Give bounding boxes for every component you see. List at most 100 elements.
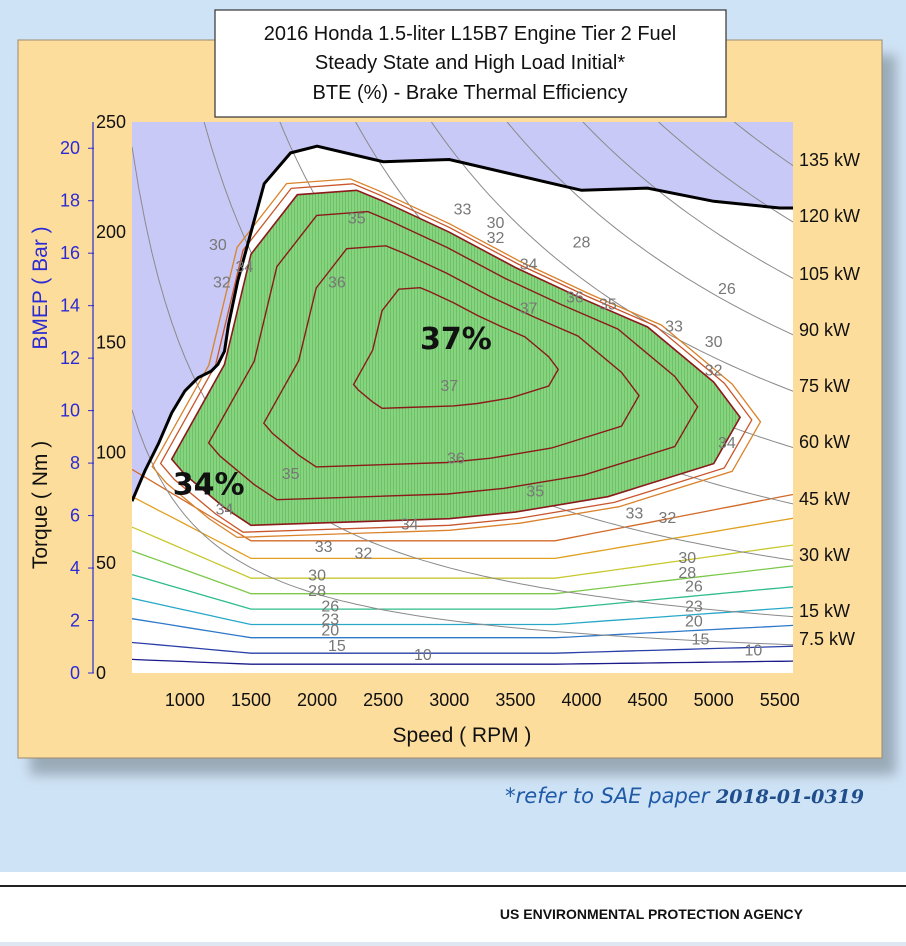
x-tick-label: 2500 xyxy=(363,690,403,710)
contour-label: 34 xyxy=(401,517,419,534)
contour-label: 32 xyxy=(705,362,723,379)
peak-bte-label: 37% xyxy=(420,322,492,357)
bte-isoline-low xyxy=(132,526,793,579)
x-tick-label: 3000 xyxy=(429,690,469,710)
power-line xyxy=(582,122,793,279)
contour-label: 36 xyxy=(566,290,584,307)
max-torque-curve xyxy=(132,144,793,502)
y-axis-label-torque: Torque ( Nm ) xyxy=(29,441,52,569)
contour-label: 23 xyxy=(685,598,703,615)
contour-label: 32 xyxy=(213,274,231,291)
contour-label: 35 xyxy=(348,210,366,227)
chart-title-line-1: 2016 Honda 1.5-liter L15B7 Engine Tier 2… xyxy=(264,23,677,45)
contour-label: 30 xyxy=(678,550,696,567)
low-speed-bte-label: 34% xyxy=(173,467,245,502)
power-line xyxy=(132,409,793,646)
torque-tick-label: 100 xyxy=(96,443,126,463)
contour-label: 26 xyxy=(718,281,736,298)
contour-label: 35 xyxy=(282,466,300,483)
contour-label: 37 xyxy=(520,301,538,318)
footnote-prefix: *refer to SAE paper xyxy=(505,784,717,808)
contour-label: 23 xyxy=(321,612,339,629)
bmep-tick-label: 18 xyxy=(60,191,80,211)
contour-label: 20 xyxy=(685,614,703,631)
contour-label: 15 xyxy=(328,638,346,655)
bte-isoline-33 xyxy=(159,183,753,533)
power-label: 90 kW xyxy=(799,320,850,340)
power-label: 15 kW xyxy=(799,601,850,621)
bte-isoline-low xyxy=(132,658,793,665)
bte-isoline-35 xyxy=(207,210,699,501)
contour-label: 20 xyxy=(321,623,339,640)
power-line xyxy=(430,122,793,392)
power-label: 30 kW xyxy=(799,545,850,565)
x-axis-label: Speed ( RPM ) xyxy=(393,724,532,747)
bmep-tick-label: 16 xyxy=(60,243,80,263)
bte-isoline-low xyxy=(132,618,793,639)
contour-label: 33 xyxy=(454,202,472,219)
x-tick-label: 2000 xyxy=(297,690,337,710)
contour-label: 28 xyxy=(573,235,591,252)
x-tick-label: 5000 xyxy=(694,690,734,710)
contour-label: 26 xyxy=(685,578,703,595)
contour-label: 10 xyxy=(744,642,762,659)
power-line xyxy=(506,122,793,336)
contour-label: 28 xyxy=(678,565,696,582)
footer-strip xyxy=(0,942,906,946)
x-tick-label: 1000 xyxy=(165,690,205,710)
power-label: 120 kW xyxy=(799,206,860,226)
x-tick-label: 4000 xyxy=(561,690,601,710)
contour-label: 33 xyxy=(665,318,683,335)
contour-label: 34 xyxy=(718,435,736,452)
contour-label: 33 xyxy=(625,506,643,523)
contour-label: 26 xyxy=(321,598,339,615)
bmep-tick-label: 2 xyxy=(70,611,80,631)
x-tick-label: 4500 xyxy=(628,690,668,710)
bmep-tick-label: 8 xyxy=(70,453,80,473)
contour-label: 32 xyxy=(659,510,677,527)
bmep-tick-label: 0 xyxy=(70,663,80,683)
torque-tick-label: 0 xyxy=(96,663,106,683)
bte-isoline-low xyxy=(132,641,793,654)
axis-layer: 135 kW 120 kW 105 kW 90 kW 75 kW 60 kW 45 kW 30… xyxy=(60,112,860,710)
bmep-tick-label: 20 xyxy=(60,138,80,158)
power-label: 135 kW xyxy=(799,150,860,170)
footer-rule xyxy=(0,885,906,887)
contour-label: 35 xyxy=(599,296,617,313)
bte-isoline-36 xyxy=(262,245,640,468)
contour-label: 33 xyxy=(315,539,333,556)
power-label: 60 kW xyxy=(799,432,850,452)
contour-label: 30 xyxy=(705,334,723,351)
bmep-tick-label: 10 xyxy=(60,401,80,421)
title-box xyxy=(214,9,727,118)
power-label: 105 kW xyxy=(799,264,860,284)
bte-isoline-low xyxy=(132,468,793,542)
contour-label: 34 xyxy=(520,257,538,274)
torque-tick-label: 250 xyxy=(96,112,126,132)
contour-label: 35 xyxy=(526,484,544,501)
contour-label: 36 xyxy=(447,451,465,468)
contour-label: 30 xyxy=(209,237,227,254)
contour-label: 34 xyxy=(216,501,234,518)
contour-label: 32 xyxy=(354,545,372,562)
bte-isoline-low xyxy=(132,597,793,626)
footer-agency-name: US ENVIRONMENTAL PROTECTION AGENCY xyxy=(499,906,803,922)
footnote-paper-code: 2018-01-0319 xyxy=(716,786,864,808)
power-line xyxy=(657,122,793,223)
torque-tick-label: 200 xyxy=(96,222,126,242)
contour-label: 36 xyxy=(328,274,346,291)
contour-label: 15 xyxy=(692,631,710,648)
bte-isoline-low xyxy=(132,495,793,560)
bmep-tick-label: 6 xyxy=(70,506,80,526)
contour-label: 28 xyxy=(308,583,326,600)
contour-label: 30 xyxy=(487,215,505,232)
bmep-tick-label: 12 xyxy=(60,348,80,368)
bte-isoline-low xyxy=(132,573,793,610)
footer-bar: US ENVIRONMENTAL PROTECTION AGENCY xyxy=(0,872,906,946)
y-axis-label-bmep: BMEP ( Bar ) xyxy=(29,226,52,349)
chart-title-line-3: BTE (%) - Brake Thermal Efficiency xyxy=(313,82,628,104)
contour-label: 30 xyxy=(308,567,326,584)
